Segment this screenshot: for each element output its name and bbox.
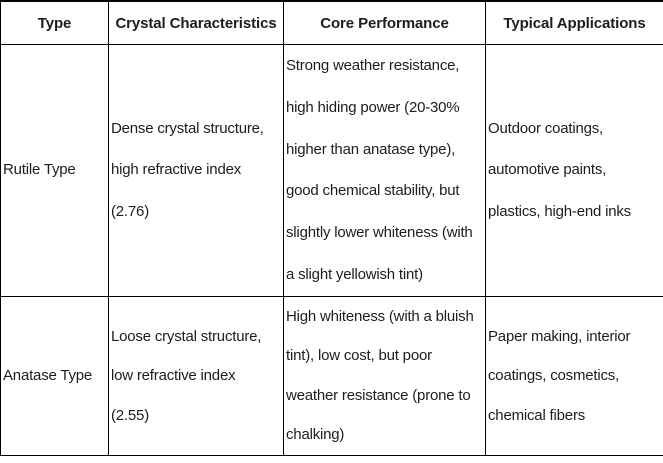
header-type: Type [0,0,109,45]
header-core-performance: Core Performance [283,0,486,45]
header-row: Type Crystal Characteristics Core Perfor… [0,0,663,45]
table-row-rutile: Rutile Type Dense crystal structure, hig… [0,44,663,297]
cell-rutile-type: Rutile Type [0,44,109,297]
cell-anatase-typical-applications: Paper making, interior coatings, cosmeti… [485,295,663,456]
header-crystal-characteristics: Crystal Characteristics [108,0,284,45]
table-row-anatase: Anatase Type Loose crystal structure, lo… [0,295,663,456]
cell-anatase-crystal-characteristics: Loose crystal structure, low refractive … [108,295,284,456]
cell-rutile-core-performance: Strong weather resistance, high hiding p… [283,44,486,297]
header-typical-applications: Typical Applications [485,0,663,45]
cell-anatase-type: Anatase Type [0,295,109,456]
cell-anatase-core-performance: High whiteness (with a bluish tint), low… [283,295,486,456]
cell-rutile-typical-applications: Outdoor coatings, automotive paints, pla… [485,44,663,297]
cell-rutile-crystal-characteristics: Dense crystal structure, high refractive… [108,44,284,297]
